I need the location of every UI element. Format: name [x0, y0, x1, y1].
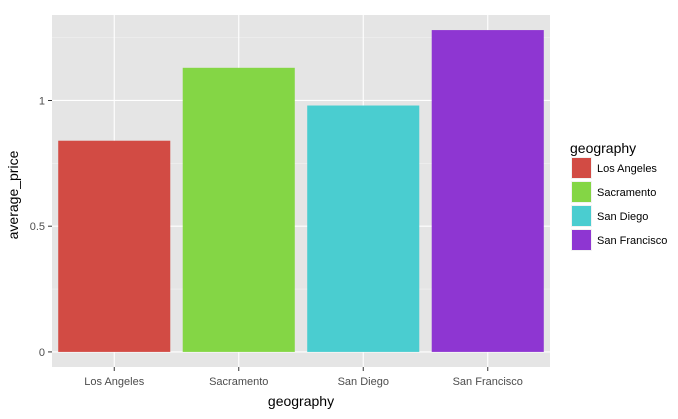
legend-title: geography [570, 140, 636, 156]
y-axis: 00.51 [30, 95, 52, 359]
bar-san-diego [307, 105, 420, 352]
legend-label: San Francisco [597, 235, 667, 247]
y-tick-label: 0 [39, 347, 45, 359]
bar-sacramento [182, 67, 295, 352]
legend-items: Los Angeles Sacramento San Diego San Franci… [571, 157, 667, 251]
legend-label: Los Angeles [597, 163, 657, 175]
x-tick-label: San Francisco [453, 376, 523, 388]
bar-los-angeles [58, 140, 171, 352]
y-tick-label: 1 [39, 95, 45, 107]
legend-swatch [572, 230, 591, 250]
legend-swatch [572, 206, 591, 226]
legend-swatch [572, 158, 591, 178]
bar-san-francisco [431, 30, 544, 352]
bars [58, 30, 544, 352]
legend-label: San Diego [597, 211, 648, 223]
x-tick-label: San Diego [338, 376, 389, 388]
y-axis-title: average_price [5, 150, 21, 239]
legend-swatch [572, 182, 591, 202]
x-tick-label: Sacramento [209, 376, 268, 388]
y-tick-label: 0.5 [30, 221, 45, 233]
x-axis-title: geography [268, 393, 334, 409]
legend-label: Sacramento [597, 187, 656, 199]
legend: geography Los Angeles Sacramento San Diego… [570, 140, 667, 251]
x-axis: Los Angeles Sacramento San Diego San Franci… [84, 367, 523, 388]
x-tick-label: Los Angeles [84, 376, 144, 388]
